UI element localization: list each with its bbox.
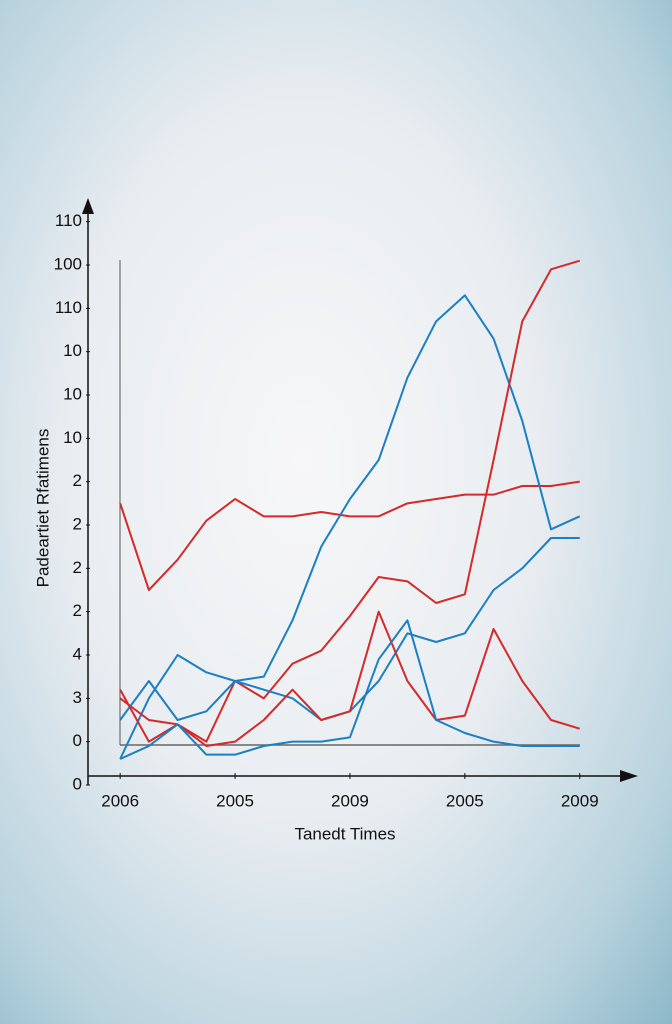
series-line xyxy=(119,294,581,760)
series-line xyxy=(119,619,580,760)
y-tick-label: 0 xyxy=(73,774,82,793)
x-tick-label: 2009 xyxy=(561,791,599,810)
x-tick-label: 2009 xyxy=(331,791,369,810)
y-arrow xyxy=(82,198,94,214)
y-tick-label: 10 xyxy=(63,384,82,403)
series-line xyxy=(119,259,581,743)
series-line xyxy=(119,480,580,591)
y-axis-label: Padeartiet Rfatimens xyxy=(33,429,52,588)
y-tick-label: 3 xyxy=(73,688,82,707)
y-tick-label: 0 xyxy=(73,731,82,750)
y-tick-label: 4 xyxy=(73,644,82,663)
y-tick-label: 110 xyxy=(55,298,82,317)
y-tick-label: 10 xyxy=(63,428,82,447)
series-line xyxy=(119,610,581,747)
y-tick-label: 2 xyxy=(73,601,82,620)
y-tick-label: 2 xyxy=(73,558,82,577)
x-arrow xyxy=(620,770,638,782)
y-tick-label: 100 xyxy=(54,254,82,273)
x-axis-label: Tanedt Times xyxy=(294,824,395,843)
y-tick-label: 2 xyxy=(73,514,82,533)
y-tick-label: 110 xyxy=(55,211,82,230)
x-tick-label: 2005 xyxy=(216,791,254,810)
series-line xyxy=(119,537,580,721)
y-tick-label: 10 xyxy=(63,341,82,360)
x-tick-label: 2006 xyxy=(101,791,139,810)
x-tick-label: 2005 xyxy=(446,791,484,810)
y-tick-label: 2 xyxy=(73,471,82,490)
